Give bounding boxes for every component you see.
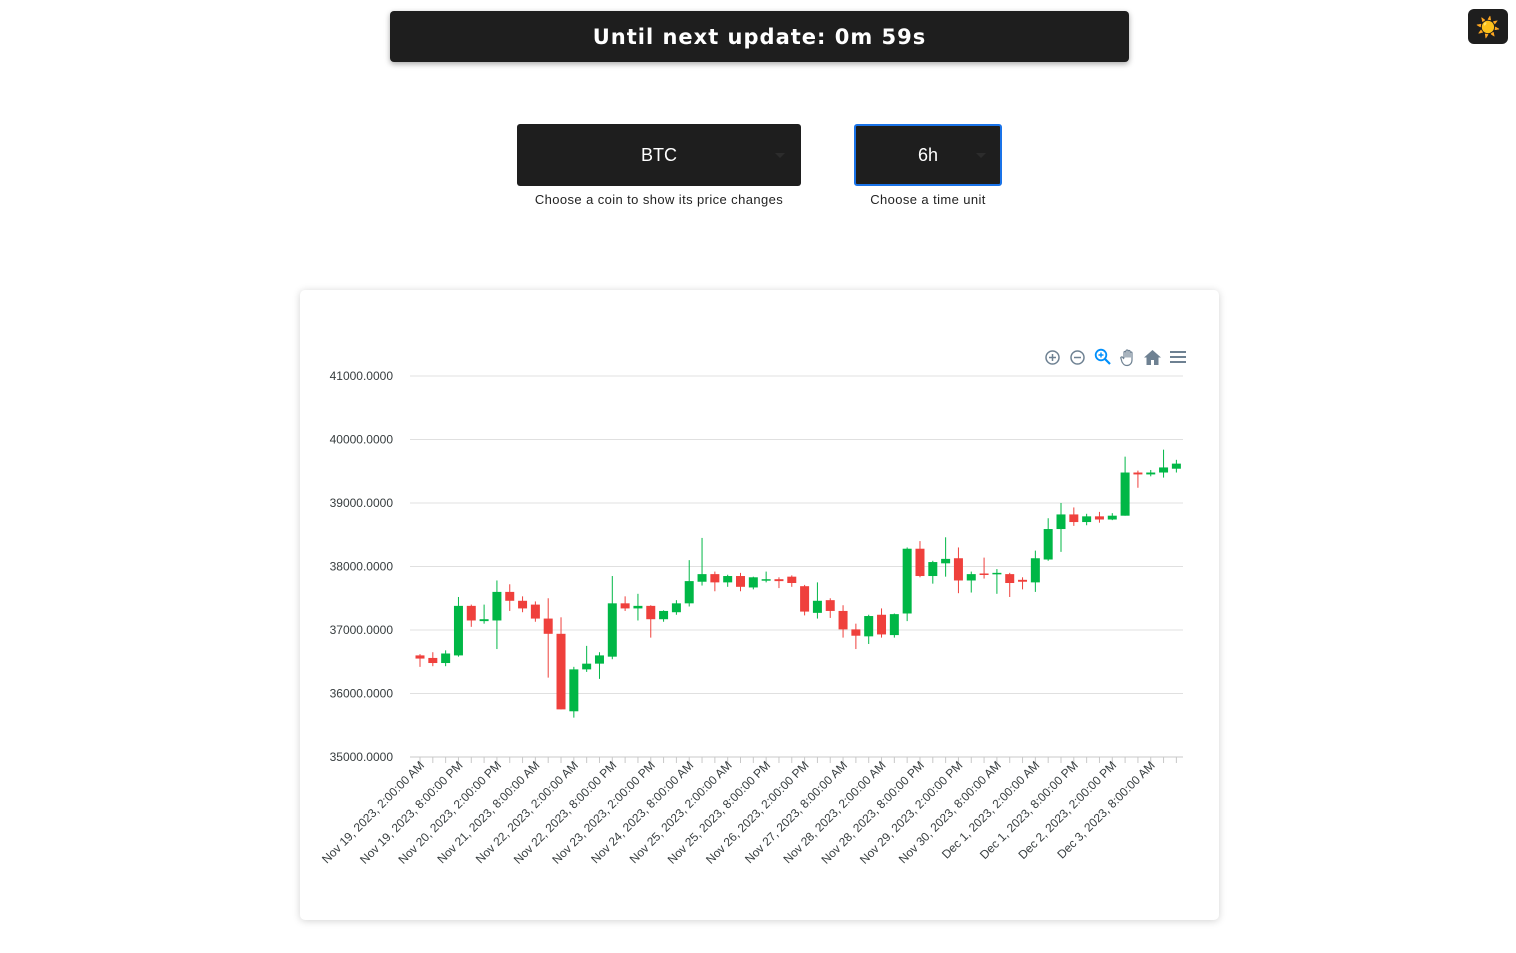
candle-up [453, 605, 463, 656]
candle-up [1146, 472, 1156, 475]
candle-up [697, 574, 707, 582]
candle-up [684, 581, 694, 604]
y-tick-label: 35000.0000 [330, 750, 394, 764]
candle-up [1107, 515, 1117, 520]
candle-down [851, 629, 861, 636]
candle-down [774, 579, 784, 582]
candle-up [582, 663, 592, 670]
y-tick-label: 36000.0000 [330, 687, 394, 701]
candle-down [505, 591, 515, 601]
candle-up [492, 591, 502, 621]
chevron-down-icon [775, 153, 785, 158]
candle-up [902, 548, 912, 614]
home-icon[interactable] [1142, 347, 1163, 367]
candle-down [710, 574, 720, 583]
zoom-out-icon[interactable] [1067, 347, 1088, 367]
candle-down [543, 618, 553, 634]
candle-up [1171, 463, 1181, 469]
candle-down [825, 600, 835, 611]
zoom-in-icon[interactable] [1042, 347, 1063, 367]
y-tick-label: 40000.0000 [330, 433, 394, 447]
candle-up [607, 603, 617, 657]
candle-up [928, 562, 938, 577]
candle-up [761, 579, 771, 581]
candle-down [877, 614, 887, 635]
candle-up [1043, 529, 1053, 560]
y-tick-label: 41000.0000 [330, 369, 394, 383]
candle-up [1082, 516, 1092, 523]
candle-up [812, 600, 822, 613]
pan-icon[interactable] [1117, 347, 1138, 367]
chart-toolbar [1042, 346, 1188, 368]
chevron-down-icon [976, 153, 986, 158]
candle-down [646, 605, 656, 620]
coin-select-hint: Choose a coin to show its price changes [534, 192, 784, 207]
candle-up [1120, 472, 1130, 516]
candle-up [889, 614, 899, 636]
candle-down [1094, 516, 1104, 520]
candle-up [1056, 514, 1066, 530]
selection-zoom-icon[interactable] [1092, 347, 1113, 367]
candle-up [594, 655, 604, 664]
candlestick-chart: 41000.0000 40000.0000 39000.0000 38000.0000… [319, 369, 1183, 867]
candle-down [787, 576, 797, 584]
candle-down [1018, 579, 1028, 582]
y-tick-label: 37000.0000 [330, 623, 394, 637]
candle-up [659, 610, 669, 620]
time-unit-select[interactable]: 6h [854, 124, 1002, 186]
candle-up [748, 577, 758, 588]
candle-up [966, 574, 976, 581]
candle-up [723, 576, 733, 583]
y-tick-label: 39000.0000 [330, 496, 394, 510]
candle-down [1069, 514, 1079, 523]
candle-down [556, 633, 566, 710]
candle-down [415, 655, 425, 659]
time-unit-select-value: 6h [917, 144, 939, 165]
y-tick-label: 38000.0000 [330, 560, 394, 574]
chart-card: 41000.0000 40000.0000 39000.0000 38000.0000… [300, 290, 1219, 920]
time-unit-select-hint: Choose a time unit [870, 192, 986, 207]
candle-up [864, 616, 874, 637]
candle-down [800, 586, 810, 612]
menu-icon[interactable] [1167, 347, 1188, 367]
sun-icon: ☀️ [1475, 14, 1501, 39]
candle-down [953, 558, 963, 581]
coin-select-value: BTC [641, 144, 677, 165]
candle-down [979, 573, 989, 575]
candle-up [441, 653, 451, 664]
candle-down [1005, 574, 1015, 584]
candle-up [671, 603, 681, 613]
candle-up [941, 558, 951, 564]
candle-up [992, 572, 1002, 575]
candle-up [569, 669, 579, 712]
update-timer: Until next update: 0m 59s [390, 11, 1129, 62]
candle-down [736, 576, 745, 587]
candle-down [1133, 472, 1143, 475]
candle-up [1030, 558, 1040, 583]
candle-down [620, 603, 630, 609]
candle-up [479, 619, 489, 622]
candle-down [915, 548, 925, 577]
candle-up [1159, 467, 1169, 473]
candle-up [633, 605, 643, 609]
candle-down [838, 610, 848, 630]
candle-down [518, 600, 528, 609]
coin-select[interactable]: BTC [517, 124, 801, 186]
theme-toggle-button[interactable]: ☀️ [1468, 9, 1508, 44]
candle-down [428, 657, 438, 664]
candle-down [530, 604, 540, 619]
candle-down [466, 605, 476, 621]
